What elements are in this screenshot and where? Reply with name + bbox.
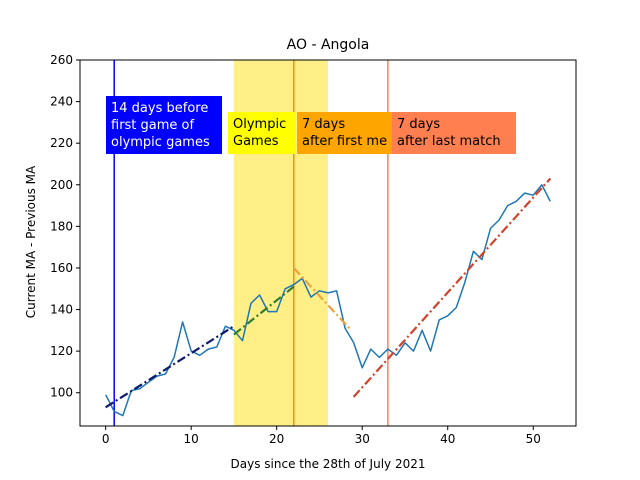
plot-area: 14 days before first game of olympic games… bbox=[50, 53, 577, 446]
y-axis-label: Current MA - Previous MA bbox=[24, 165, 38, 318]
x-tick-label-50: 50 bbox=[526, 432, 541, 446]
annotation-text-3-2: after first me bbox=[302, 134, 387, 149]
plot-frame bbox=[79, 59, 577, 427]
y-tick-label-220: 220 bbox=[50, 136, 73, 150]
y-tick-label-180: 180 bbox=[50, 219, 73, 233]
trend-line-1 bbox=[105, 325, 235, 409]
x-tick-label-30: 30 bbox=[355, 432, 370, 446]
annotation-text-2-1: Olympic bbox=[233, 117, 286, 132]
y-tick-label-200: 200 bbox=[50, 178, 73, 192]
x-tick-label-0: 0 bbox=[102, 432, 110, 446]
y-tick-label-120: 120 bbox=[50, 344, 73, 358]
annotation-box-1 bbox=[106, 96, 222, 154]
annotation-box-4 bbox=[392, 112, 516, 154]
annotation-box-3 bbox=[297, 112, 393, 154]
annotation-text-4-1: 7 days bbox=[397, 117, 440, 132]
annotation-text-3-1: 7 days bbox=[302, 117, 345, 132]
x-tick-label-40: 40 bbox=[440, 432, 455, 446]
trend-line-2 bbox=[233, 285, 295, 336]
annotation-text-1-1: 14 days before bbox=[111, 101, 208, 116]
x-axis-label: Days since the 28th of July 2021 bbox=[231, 457, 426, 471]
y-tick-label-140: 140 bbox=[50, 303, 73, 317]
y-tick-label-160: 160 bbox=[50, 261, 73, 275]
y-tick-label-100: 100 bbox=[50, 386, 73, 400]
annotation-text-1-2: first game of bbox=[111, 118, 195, 133]
annotation-text-4-2: after last match bbox=[397, 134, 501, 149]
annotation-text-1-3: olympic games bbox=[111, 135, 210, 150]
annotation-text-2-2: Games bbox=[233, 134, 279, 149]
y-tick-label-240: 240 bbox=[50, 95, 73, 109]
y-tick-label-260: 260 bbox=[50, 53, 73, 67]
trend-line-3 bbox=[292, 267, 351, 330]
trend-line-4 bbox=[352, 177, 552, 398]
x-tick-label-20: 20 bbox=[269, 432, 284, 446]
annotation-box-2 bbox=[228, 112, 296, 154]
chart-title: AO - Angola bbox=[287, 37, 370, 53]
x-tick-label-10: 10 bbox=[184, 432, 199, 446]
series-line-1 bbox=[105, 184, 551, 417]
